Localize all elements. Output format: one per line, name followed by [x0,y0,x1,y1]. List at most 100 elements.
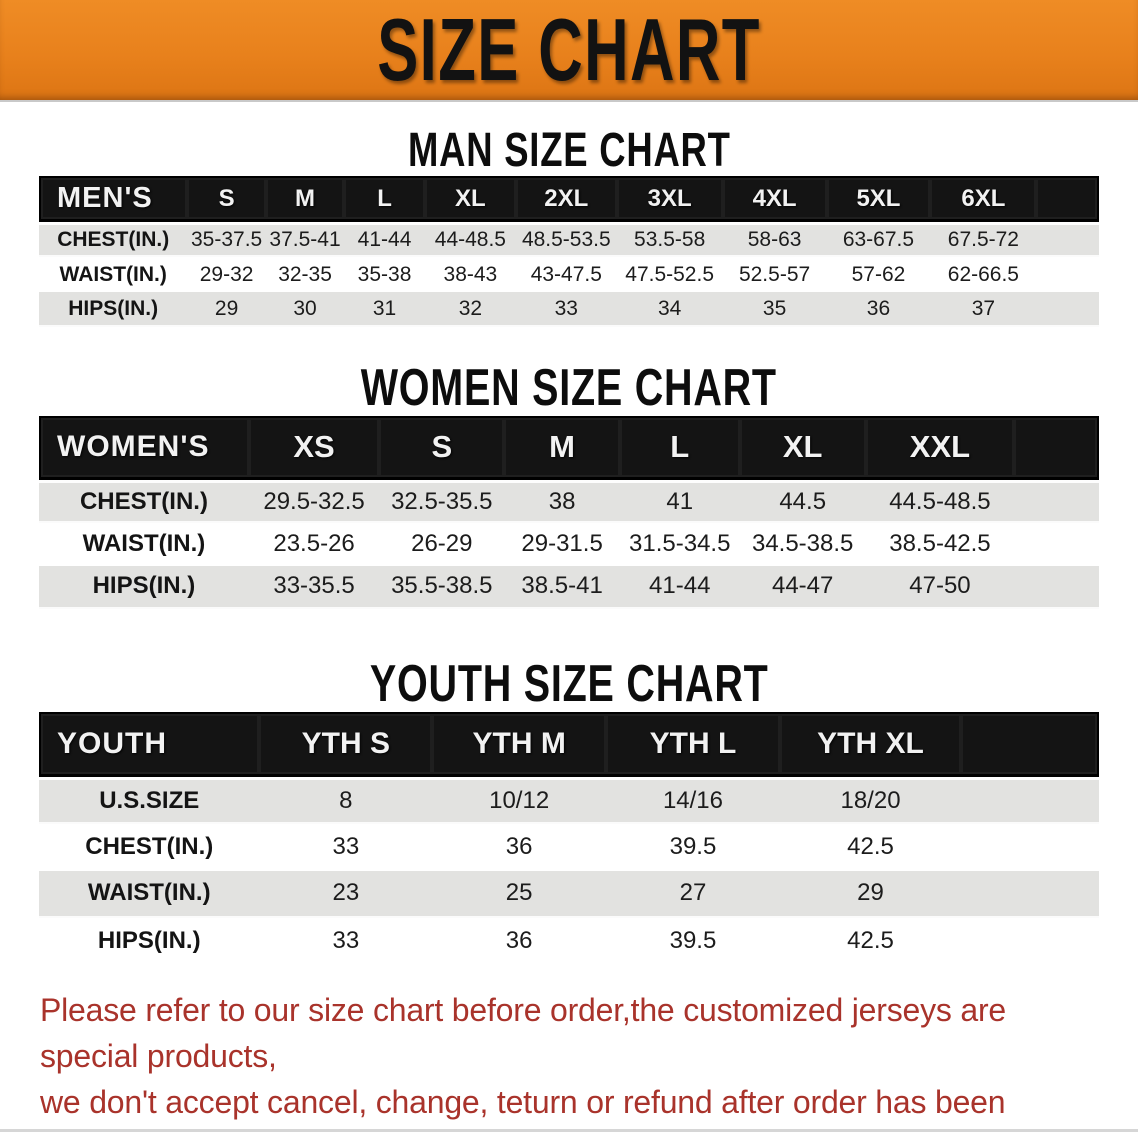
row-label: HIPS(IN.) [39,565,249,609]
size-cell: 39.5 [606,823,780,871]
size-cell: 42.5 [779,823,962,871]
men-size-header: 2XL [515,176,617,223]
size-cell: 29 [187,292,266,328]
size-cell: 30 [265,292,345,328]
size-cell: 31 [344,292,425,328]
youth-hips-row: HIPS(IN.) 33 36 39.5 42.5 [39,917,1099,965]
size-cell: 32.5-35.5 [379,479,505,523]
women-header-row: WOMEN'S XS S M L XL XXL [39,415,1099,480]
row-label: HIPS(IN.) [39,292,188,328]
size-cell: 39.5 [606,917,780,965]
men-header-row: MEN'S S M L XL 2XL 3XL 4XL 5XL 6XL [39,176,1099,223]
size-cell: 23.5-26 [248,522,380,566]
size-cell: 43-47.5 [515,257,617,293]
size-cell: 35.5-38.5 [379,565,505,609]
row-label: WAIST(IN.) [39,257,188,293]
size-cell: 38.5-42.5 [865,522,1015,566]
size-cell: 29-31.5 [504,522,620,566]
men-size-header: L [344,176,425,223]
men-size-table: MEN'S S M L XL 2XL 3XL 4XL 5XL 6XL CHEST… [39,176,1099,328]
size-cell: 37.5-41 [265,222,345,258]
women-size-header: XS [248,415,380,480]
men-size-header: 3XL [616,176,723,223]
youth-size-table: YOUTH YTH S YTH M YTH L YTH XL U.S.SIZE … [39,711,1099,965]
size-cell: 38.5-41 [504,565,620,609]
men-header-spacer [1036,176,1099,223]
size-cell: 38 [504,479,620,523]
disclaimer-line-2: we don't accept cancel, change, teturn o… [40,1084,1006,1132]
size-cell: 35-38 [344,257,425,293]
women-hips-row: HIPS(IN.) 33-35.5 35.5-38.5 38.5-41 41-4… [39,565,1099,609]
size-cell: 44-47 [739,565,866,609]
men-size-header: 5XL [826,176,931,223]
size-cell: 25 [432,870,607,918]
women-size-table: WOMEN'S XS S M L XL XXL CHEST(IN.) 29.5-… [39,415,1099,609]
size-cell: 36 [432,823,607,871]
size-cell: 35-37.5 [187,222,266,258]
size-cell: 27 [606,870,780,918]
youth-size-header: YTH XL [779,711,962,777]
size-cell: 35 [722,292,827,328]
size-cell: 33-35.5 [248,565,380,609]
youth-ussize-row: U.S.SIZE 8 10/12 14/16 18/20 [39,776,1099,824]
youth-section-title: YOUTH SIZE CHART [369,654,769,713]
size-cell: 44-48.5 [424,222,516,258]
size-cell: 29 [779,870,962,918]
youth-header-row: YOUTH YTH S YTH M YTH L YTH XL [39,711,1099,777]
size-cell: 32 [424,292,516,328]
size-cell: 38-43 [424,257,516,293]
men-hips-row: HIPS(IN.) 29 30 31 32 33 34 35 36 37 [39,292,1099,328]
row-label: WAIST(IN.) [39,870,260,918]
men-size-header: S [187,176,266,223]
spacer-cell [1036,292,1099,328]
spacer-cell [1036,222,1099,258]
men-chest-row: CHEST(IN.) 35-37.5 37.5-41 41-44 44-48.5… [39,222,1099,258]
size-cell: 48.5-53.5 [515,222,617,258]
women-size-header: XXL [865,415,1015,480]
row-label: CHEST(IN.) [39,479,249,523]
size-cell: 57-62 [826,257,931,293]
youth-chest-row: CHEST(IN.) 33 36 39.5 42.5 [39,823,1099,871]
row-label: U.S.SIZE [39,776,260,824]
women-size-header: XL [739,415,866,480]
men-size-header: XL [424,176,516,223]
size-cell: 29.5-32.5 [248,479,380,523]
spacer-cell [961,917,1099,965]
row-label: HIPS(IN.) [39,917,260,965]
spacer-cell [1014,565,1099,609]
spacer-cell [1036,257,1099,293]
size-cell: 10/12 [432,776,607,824]
women-corner-header: WOMEN'S [39,415,249,480]
size-cell: 34.5-38.5 [739,522,866,566]
spacer-cell [961,870,1099,918]
row-label: CHEST(IN.) [39,823,260,871]
size-cell: 37 [930,292,1037,328]
youth-corner-header: YOUTH [39,711,260,777]
size-cell: 23 [259,870,433,918]
row-label: WAIST(IN.) [39,522,249,566]
youth-size-header: YTH S [259,711,433,777]
size-cell: 47.5-52.5 [616,257,723,293]
youth-size-header: YTH M [432,711,607,777]
size-cell: 63-67.5 [826,222,931,258]
women-size-header: L [619,415,740,480]
women-waist-row: WAIST(IN.) 23.5-26 26-29 29-31.5 31.5-34… [39,522,1099,566]
women-section-title: WOMEN SIZE CHART [360,359,778,418]
disclaimer-text: Please refer to our size chart before or… [40,987,1110,1132]
page-bottom-edge [0,1129,1138,1132]
size-cell: 14/16 [606,776,780,824]
size-cell: 41-44 [344,222,425,258]
women-size-header: M [504,415,620,480]
size-cell: 44.5-48.5 [865,479,1015,523]
size-cell: 52.5-57 [722,257,827,293]
size-cell: 26-29 [379,522,505,566]
women-size-header: S [379,415,505,480]
spacer-cell [961,776,1099,824]
size-cell: 53.5-58 [616,222,723,258]
youth-size-header: YTH L [606,711,780,777]
size-cell: 41 [619,479,740,523]
youth-waist-row: WAIST(IN.) 23 25 27 29 [39,870,1099,918]
size-cell: 44.5 [739,479,866,523]
disclaimer-line-1: Please refer to our size chart before or… [40,991,1007,1074]
banner-title: SIZE CHART [377,0,761,99]
